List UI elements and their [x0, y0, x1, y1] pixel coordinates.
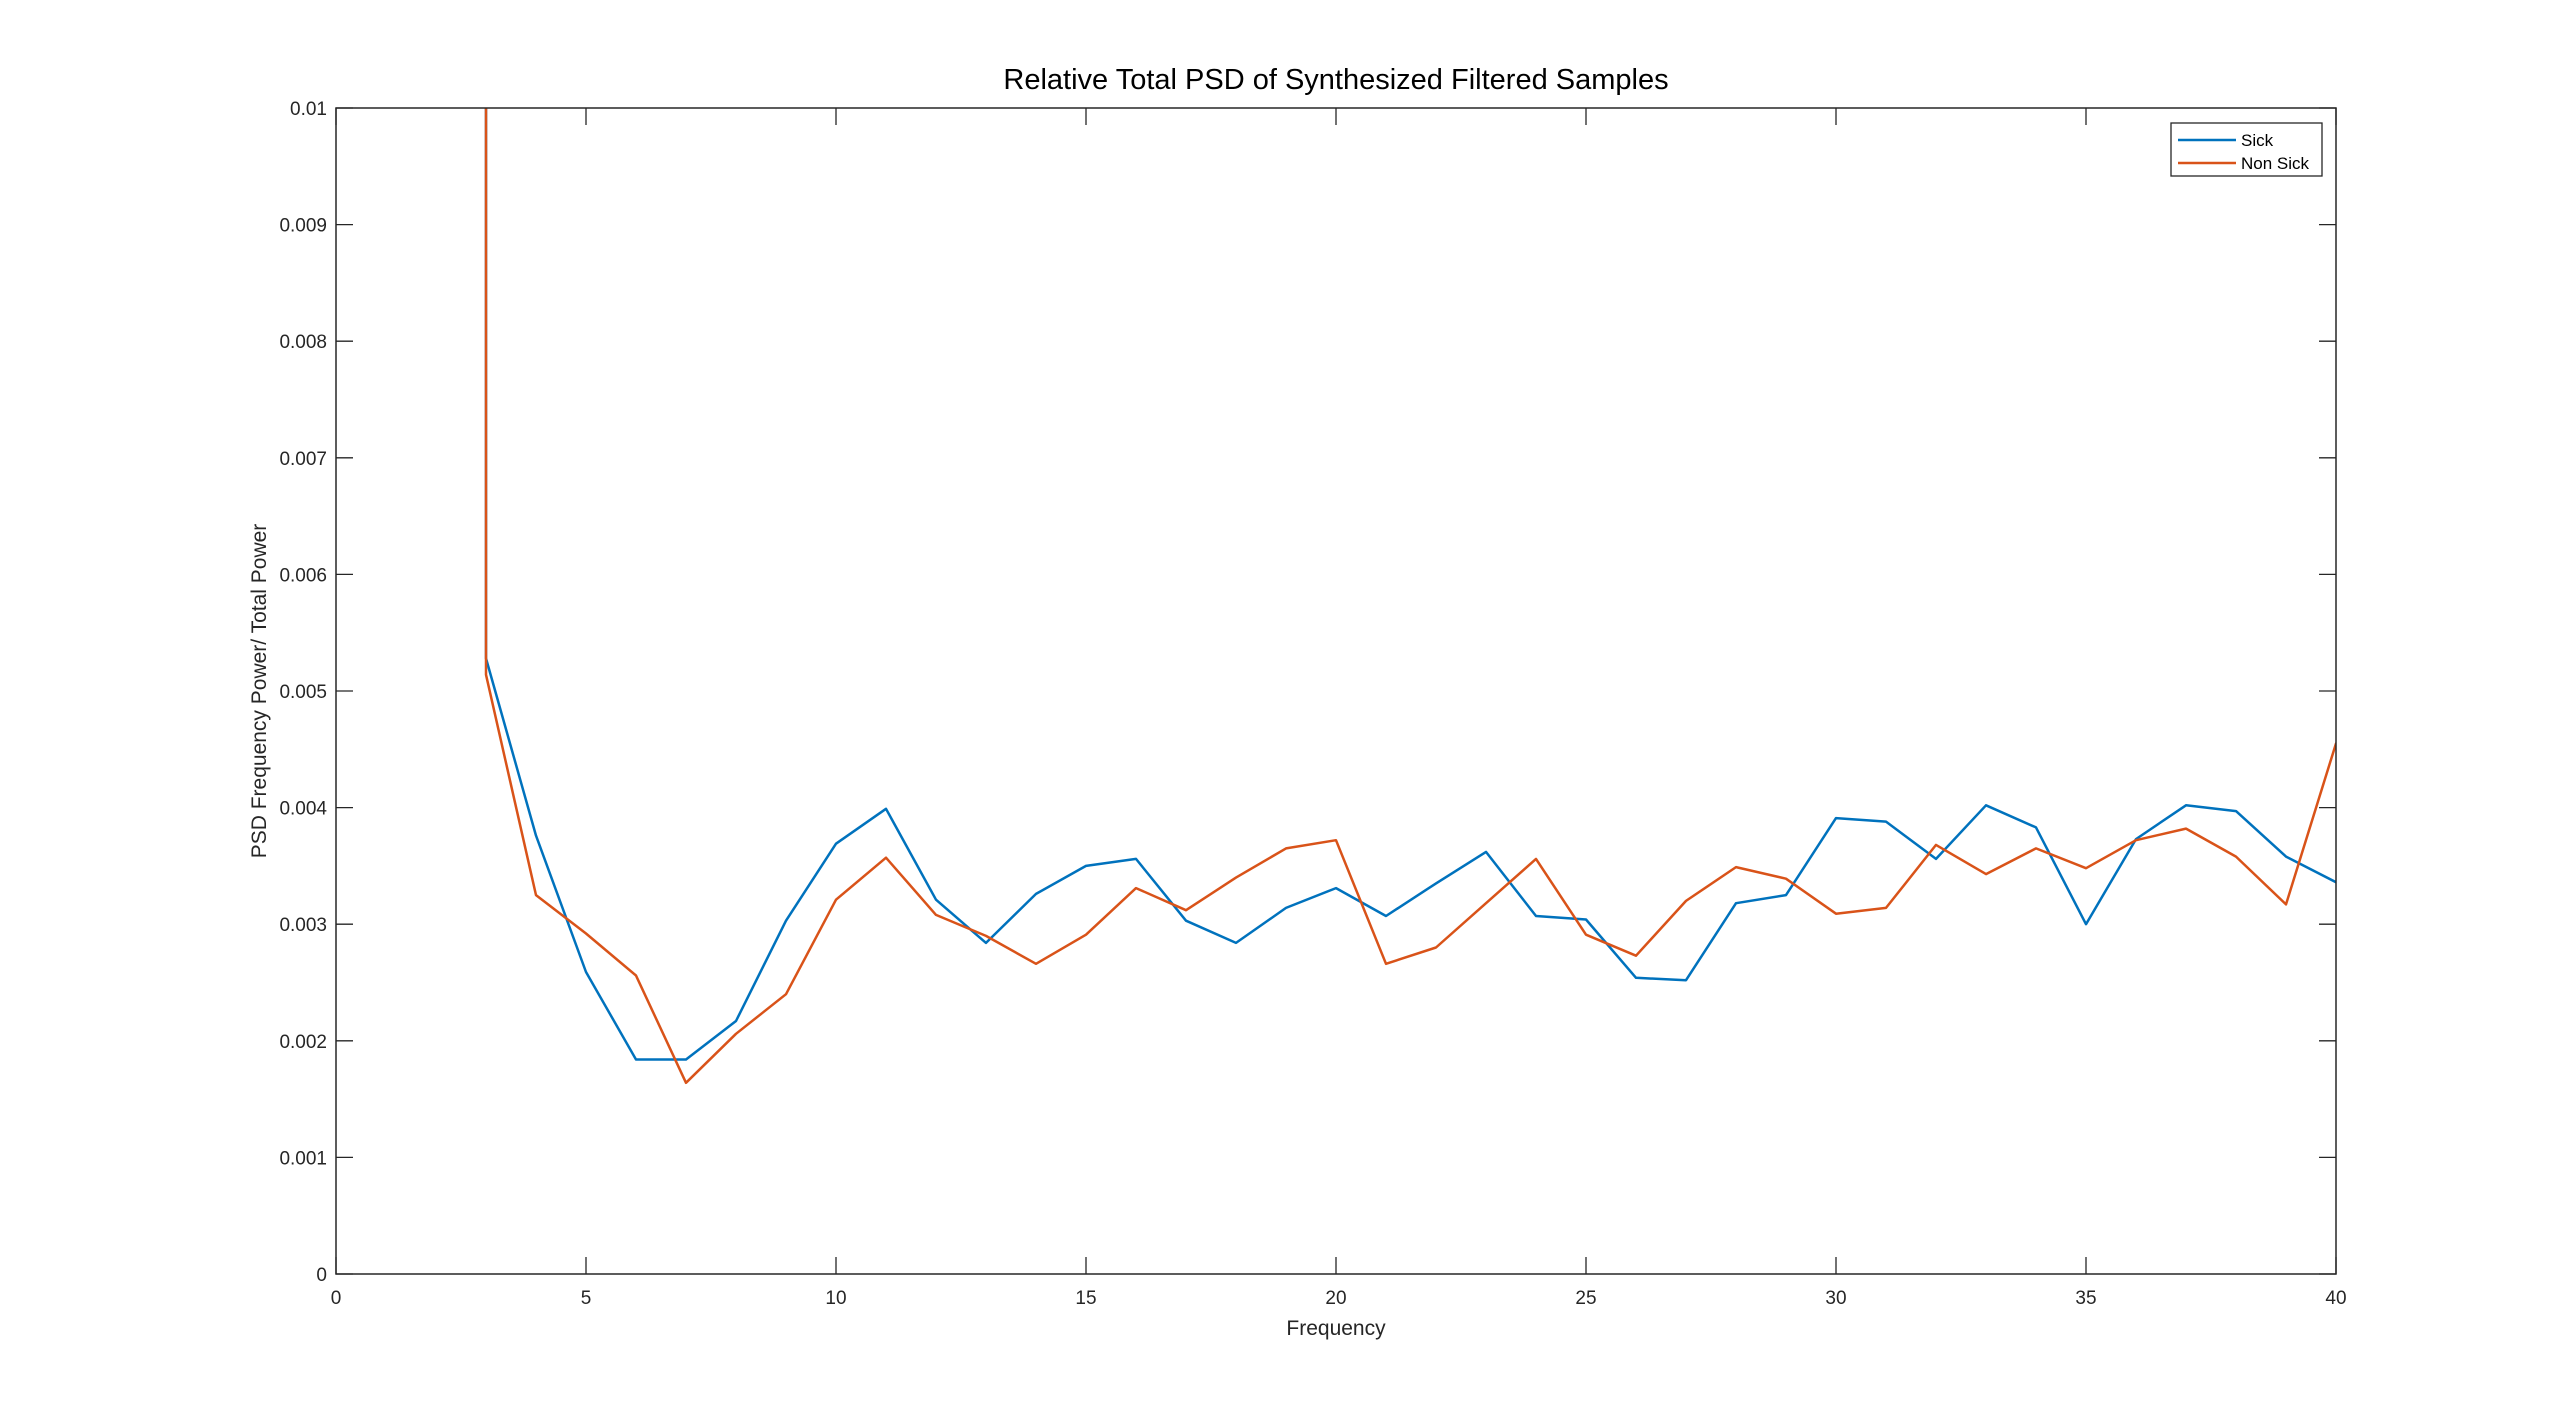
series-layer: [484, 108, 2336, 1085]
y-tick-label: 0: [316, 1265, 327, 1286]
x-tick-label: 30: [1825, 1288, 1846, 1309]
x-axis-label: Frequency: [1286, 1317, 1386, 1340]
y-tick-label: 0.008: [279, 332, 327, 353]
x-tick-label: 5: [581, 1288, 592, 1309]
x-tick-label: 15: [1075, 1288, 1096, 1309]
x-axis: 0 5 10 15 20 25 30 35 40: [331, 108, 2347, 1309]
x-tick-label: 20: [1325, 1288, 1346, 1309]
y-tick-label: 0.007: [279, 449, 327, 470]
y-tick-label: 0.009: [279, 216, 327, 237]
series-line-non-sick: [484, 108, 2336, 1085]
legend: Sick Non Sick: [2170, 122, 2323, 177]
y-axis-label: PSD Frequency Power/ Total Power: [248, 524, 271, 859]
legend-box: [2170, 122, 2323, 177]
chart-title: Relative Total PSD of Synthesized Filter…: [1003, 64, 1668, 96]
series-line-sick: [484, 108, 2336, 1061]
x-tick-label: 35: [2075, 1288, 2096, 1309]
y-axis: 0 0.001 0.002 0.003 0.004 0.005 0.006 0.007 0.00…: [279, 99, 2336, 1286]
y-tick-label: 0.001: [279, 1148, 327, 1169]
y-tick-label: 0.003: [279, 915, 327, 936]
legend-label-sick: Sick: [2241, 131, 2274, 150]
x-tick-label: 40: [2325, 1288, 2346, 1309]
x-tick-label: 0: [331, 1288, 342, 1309]
y-tick-label: 0.002: [279, 1032, 327, 1053]
y-tick-label: 0.004: [279, 799, 327, 820]
legend-label-non-sick: Non Sick: [2241, 154, 2310, 173]
x-tick-label: 10: [825, 1288, 846, 1309]
y-tick-label: 0.006: [279, 565, 327, 586]
plot-area: [336, 108, 2336, 1274]
y-tick-label: 0.01: [290, 99, 327, 120]
y-tick-label: 0.005: [279, 682, 327, 703]
x-tick-label: 25: [1575, 1288, 1596, 1309]
